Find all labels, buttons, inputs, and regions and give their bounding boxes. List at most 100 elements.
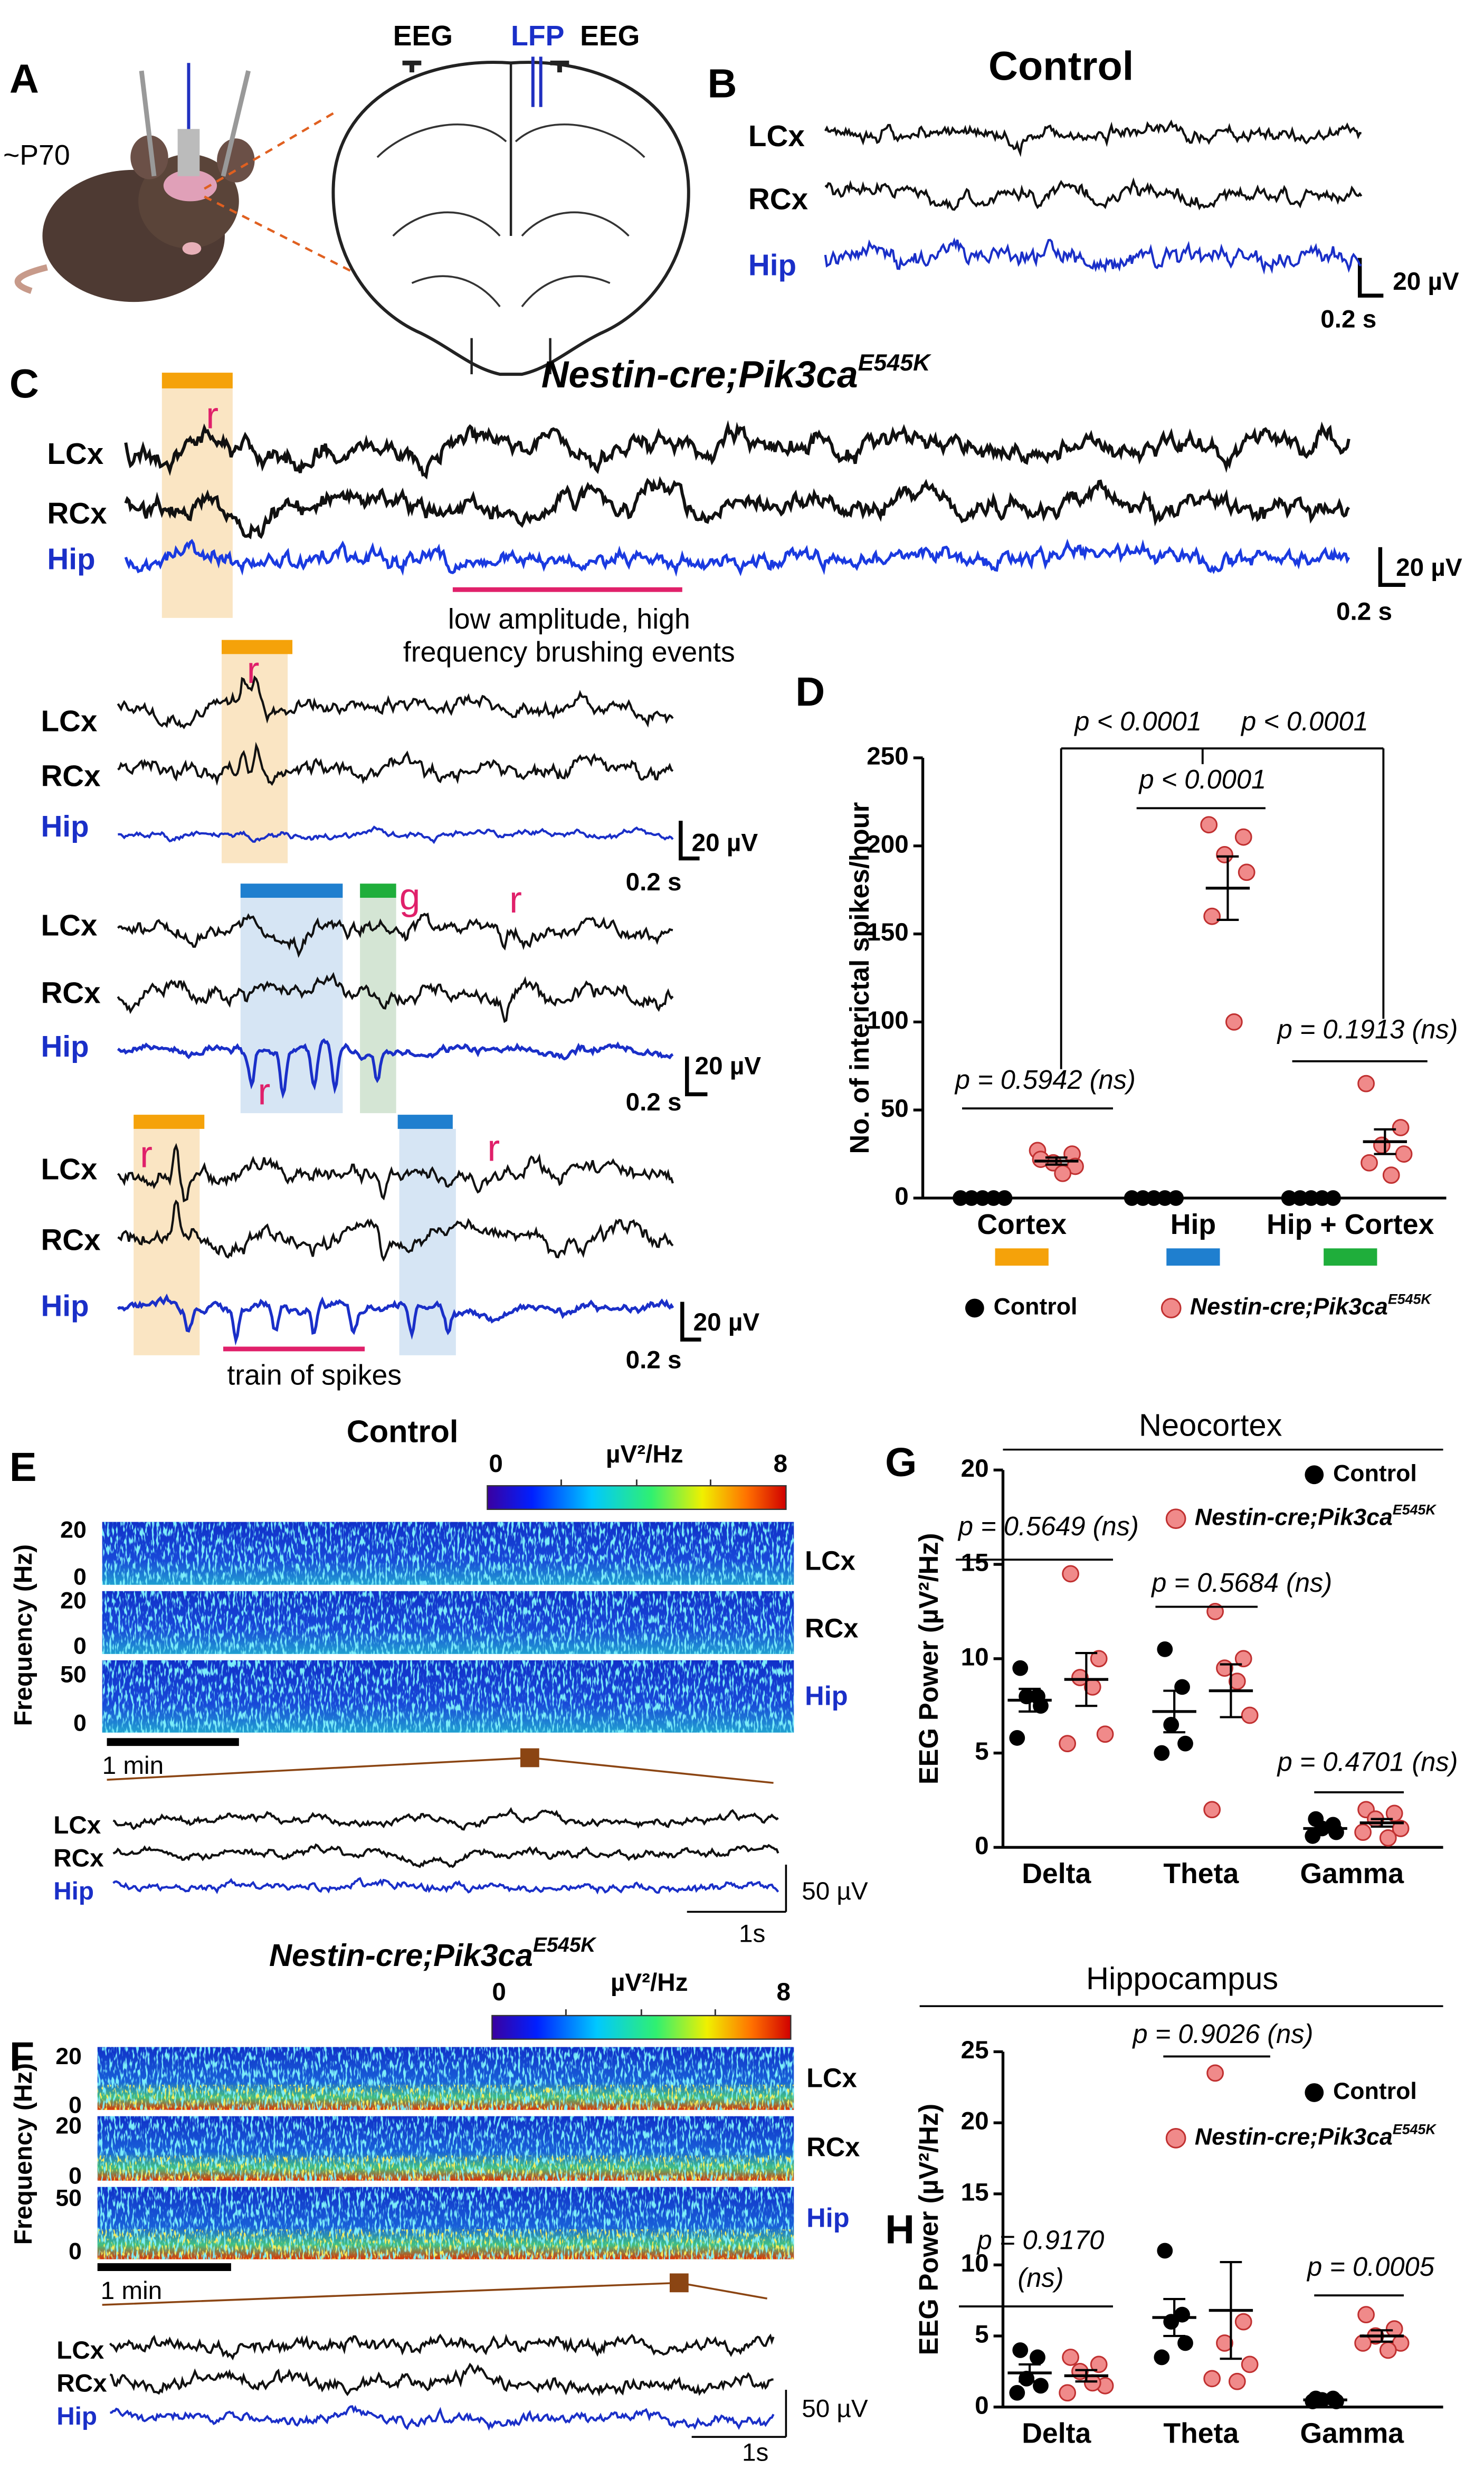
channel-label: RCx [56,2370,107,2398]
data-point [1225,1013,1243,1031]
data-point [1177,1735,1193,1752]
eeg-trace [824,237,1362,275]
scale-bar [680,1302,701,1342]
legend-name: Control [1333,2078,1417,2104]
y-tick-label: 5 [975,2321,989,2349]
zoom-line [204,195,413,303]
freq-tick: 20 [55,2044,82,2069]
data-point [1228,2372,1246,2390]
age-label: ~P70 [3,139,70,171]
scale-label: 50 µV [802,2395,868,2422]
spectrograms [97,2047,794,2259]
freq-tick: 0 [73,1564,87,1590]
mouse-nose [182,242,202,255]
freq-tick: 0 [73,1633,87,1659]
category-color [1166,1248,1220,1266]
scale-bar [679,821,700,861]
legend-name: Nestin-cre;Pik3ca [1190,1294,1388,1319]
colorbar-unit: µV²/Hz [611,1969,688,1997]
eeg-trace [824,119,1362,157]
channel-label: Hip [56,2402,97,2430]
channel-label: Hip [41,1030,89,1063]
channel-label: RCx [47,497,107,530]
spectrogram-noise [97,2085,794,2110]
title-text: Nestin-cre;Pik3ca [269,1937,533,1972]
scale-label: 1s [742,2439,768,2467]
channel-label: LCx [748,119,805,153]
data-point [1154,2349,1170,2366]
data-point [1203,907,1221,925]
freq-tick: 0 [69,2163,82,2189]
headstage [177,129,200,176]
data-point [1157,2243,1173,2259]
data-point [1373,1136,1391,1154]
p-value: p < 0.0001 [1240,706,1368,736]
x-tick-label: Gamma [1300,2417,1404,2449]
data-point [1062,1565,1079,1583]
electrode-label: LFP [511,20,564,52]
legend-swatch [1305,2083,1324,2102]
legend-swatch [1165,1508,1186,1530]
eeg-trace [117,1293,674,1346]
channel-label: RCx [41,1223,101,1256]
colorbar-label: 0 [492,1978,506,2006]
data-point [1234,2313,1252,2331]
panel-label: D [795,669,825,715]
eeg-screw [402,60,569,73]
data-point [1009,2384,1025,2401]
data-point [1096,1725,1114,1743]
data-point [1216,846,1233,863]
title-sup: E545K [858,350,931,376]
electrode-wire [221,70,251,177]
mouse-head [138,154,239,249]
p-value: p = 0.4701 (ns) [1277,1747,1458,1777]
panel-label: G [885,1440,917,1485]
legend-swatch [1165,2127,1186,2149]
data-point [1033,2378,1049,2394]
legend-swatch [1160,1298,1182,1318]
y-tick-label: 0 [975,1832,989,1860]
category-color [1324,1248,1377,1266]
scale-label: 0.2 s [626,868,682,896]
event-bar [360,884,396,898]
p-value: p = 0.5649 (ns) [957,1511,1139,1541]
y-axis-label: No. of interictal spikes/hour [844,802,874,1154]
channel-label: RCx [806,2132,860,2162]
channel-label: Hip [47,543,95,576]
scale-label: 0.2 s [626,1346,682,1374]
data-point [1059,2384,1076,2402]
channel-label: Hip [806,2203,850,2233]
colorbar-tick [565,2009,716,2016]
y-tick-label: 150 [867,918,909,946]
scale-label: 20 µV [692,829,758,857]
legend-entry: Control [1333,1460,1417,1486]
y-axis-label: EEG Power (µV²/Hz) [914,2104,944,2355]
panel-label: H [885,2207,915,2253]
legend-entry: Control [994,1294,1078,1319]
axis-label: Frequency (Hz) [9,2063,37,2245]
y-axis-label: EEG Power (µV²/Hz) [914,1533,944,1784]
panel-label: C [9,361,39,406]
legend-swatch [965,1298,984,1318]
panel-label: A [9,56,39,101]
zoom-line [107,1756,774,1784]
scale-label: 0.2 s [1320,305,1376,333]
data-point [1241,1706,1259,1724]
data-point [1154,1745,1170,1761]
data-point [1030,2349,1045,2366]
scale-label: 0.2 s [1336,597,1392,625]
electrode-wire [139,70,157,177]
legend-name: Control [1333,1460,1417,1486]
eeg-trace [112,1877,779,1895]
channel-label: Hip [53,1877,94,1905]
data-point [1385,1804,1403,1822]
data-point [1163,1717,1179,1733]
channel-label: LCx [806,2063,857,2093]
eeg-trace [117,912,673,958]
data-point [1157,1641,1173,1657]
event-marker: r [140,1133,153,1175]
eeg-trace [112,1807,779,1831]
scale-label: 0.2 s [626,1088,682,1116]
annotation: low amplitude, high [448,603,690,635]
